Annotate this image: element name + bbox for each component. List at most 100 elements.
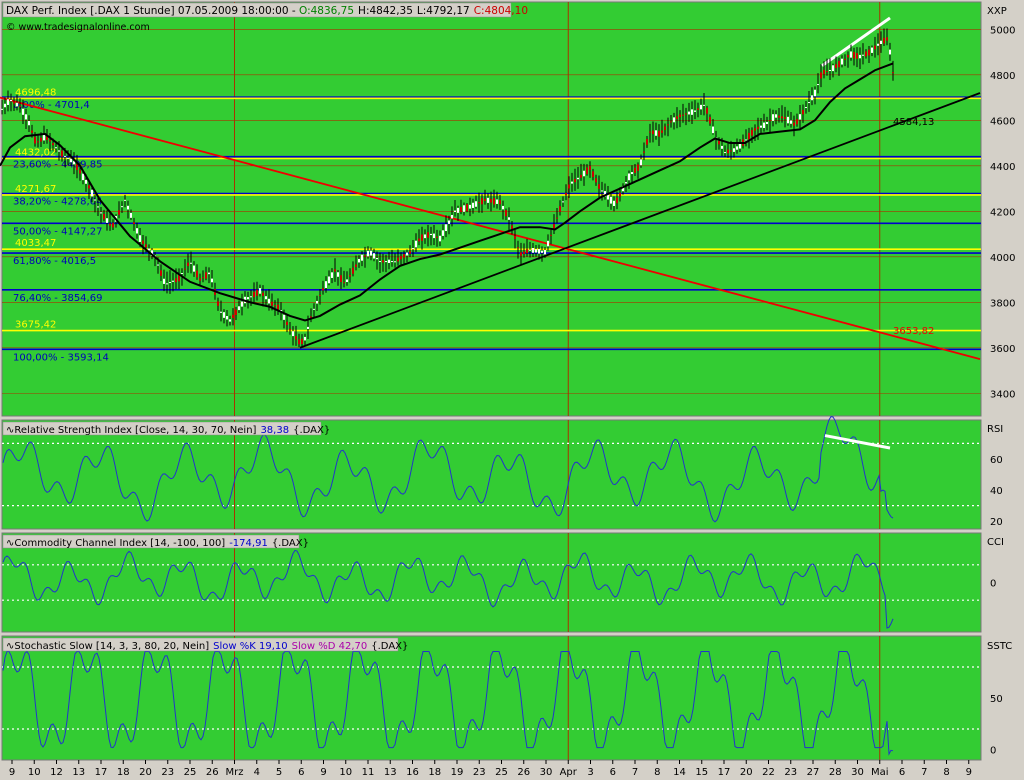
candle-body [226, 316, 228, 320]
candle-body [367, 250, 369, 257]
x-tick-label: 19 [451, 767, 464, 778]
candle-body [469, 204, 471, 209]
candle-body [13, 101, 15, 104]
x-tick-label: 13 [384, 767, 397, 778]
rsi-legend: ∿Relative Strength Index [Close, 14, 30,… [2, 421, 330, 436]
x-tick-label: 20 [139, 767, 152, 778]
candle-body [850, 51, 852, 58]
price-tick-label: 3600 [990, 344, 1015, 355]
candle-body [871, 47, 873, 53]
x-tick-label: 8 [654, 767, 660, 778]
candle-body [415, 240, 417, 248]
candle-body [58, 150, 60, 152]
candle-body [457, 207, 459, 213]
candle-body [277, 304, 279, 311]
candle-body [514, 236, 516, 239]
candle-body [82, 173, 84, 181]
x-tick-label: 11 [362, 767, 375, 778]
x-tick-label: 25 [184, 767, 197, 778]
candle-body [553, 223, 555, 229]
candle-body [184, 268, 186, 270]
candle-body [316, 300, 318, 304]
candle-body [883, 37, 885, 44]
candle-body [271, 301, 273, 306]
candle-body [28, 121, 30, 126]
candle-body [124, 199, 126, 201]
x-tick-label: 27 [807, 767, 820, 778]
candle-body [568, 184, 570, 189]
rsi-line [2, 416, 894, 523]
candle-body [412, 248, 414, 250]
x-tick-label: 30 [540, 767, 553, 778]
candle-body [586, 167, 588, 175]
candle-body [601, 190, 603, 192]
candle-body [178, 274, 180, 282]
candle-body [646, 139, 648, 145]
candle-body [370, 250, 372, 256]
candle-body [841, 58, 843, 65]
stoch-legend-text: Stochastic Slow [14, 3, 3, 80, 20, Nein] [14, 641, 209, 652]
candle-body [406, 252, 408, 256]
candle-body [7, 99, 9, 105]
candle-body [598, 184, 600, 189]
candle-body [142, 240, 144, 244]
fib-level-label: 100,00% - 3593,14 [13, 352, 109, 363]
candle-body [859, 54, 861, 59]
candle-body [547, 240, 549, 247]
x-tick-label: 13 [72, 767, 85, 778]
candle-body [805, 107, 807, 109]
candle-body [487, 197, 489, 203]
x-tick-label: 18 [117, 767, 130, 778]
candle-body [241, 301, 243, 307]
fib-level-label: 76,40% - 3854,69 [13, 293, 102, 304]
x-tick-label: 7 [632, 767, 638, 778]
stoch-legend-d: Slow %D 42,70 [292, 641, 368, 652]
candle-body [502, 205, 504, 210]
candle-body [541, 250, 543, 253]
candle-body [208, 272, 210, 275]
cci-panel[interactable] [1, 532, 982, 633]
candle-body [298, 339, 300, 345]
candle-body [76, 163, 78, 171]
x-tick-label: Mai [871, 767, 889, 778]
candle-body [403, 254, 405, 258]
candle-body [490, 199, 492, 203]
candle-body [418, 238, 420, 242]
candle-body [466, 204, 468, 212]
x-tick-label: 23 [473, 767, 486, 778]
candle-body [199, 278, 201, 281]
support-level-label: 3675,42 [15, 320, 56, 331]
x-tick-label: 18 [428, 767, 441, 778]
x-tick-label: 9 [9, 767, 15, 778]
x-tick-label: 9 [966, 767, 972, 778]
candle-body [331, 272, 333, 278]
candle-body [688, 111, 690, 115]
svg-text:∿Stochastic Slow [14, 3, 3, 80: ∿Stochastic Slow [14, 3, 3, 80, 20, Nein… [6, 641, 408, 652]
candle-body [697, 108, 699, 110]
cci-legend-text: Commodity Channel Index [14, -100, 100] [14, 538, 225, 549]
candle-body [25, 114, 27, 120]
candle-body [463, 205, 465, 212]
candle-body [721, 145, 723, 149]
candle-body [52, 143, 54, 146]
candle-body [529, 249, 531, 251]
candle-body [799, 114, 801, 120]
candle-body [622, 186, 624, 192]
candle-body [556, 217, 558, 219]
candle-body [670, 121, 672, 123]
candle-body [313, 308, 315, 310]
candle-body [202, 277, 204, 279]
candle-body [775, 114, 777, 118]
x-tick-label: 5 [276, 767, 282, 778]
candle-body [886, 37, 888, 41]
stoch-tick-label: 0 [990, 746, 996, 757]
candle-body [427, 232, 429, 238]
rsi-legend-symbol: ∿ [6, 425, 14, 436]
x-tick-label: 10 [28, 767, 41, 778]
candle-body [616, 197, 618, 204]
stoch-legend-k: Slow %K 19,10 [213, 641, 287, 652]
candle-body [538, 249, 540, 254]
header-low: L:4792,17 [417, 5, 470, 17]
stoch-legend-symbol: ∿ [6, 641, 14, 652]
